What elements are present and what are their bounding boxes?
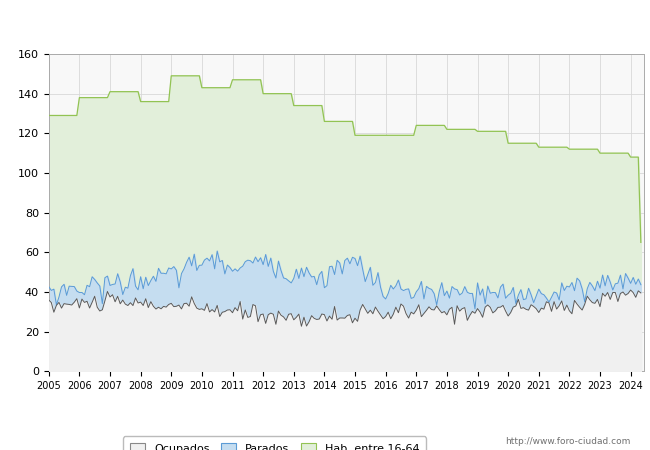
Text: http://www.foro-ciudad.com: http://www.foro-ciudad.com <box>505 436 630 446</box>
Text: Albornos - Evolucion de la poblacion en edad de Trabajar Mayo de 2024: Albornos - Evolucion de la poblacion en … <box>80 17 570 31</box>
Legend: Ocupados, Parados, Hab. entre 16-64: Ocupados, Parados, Hab. entre 16-64 <box>123 436 426 450</box>
